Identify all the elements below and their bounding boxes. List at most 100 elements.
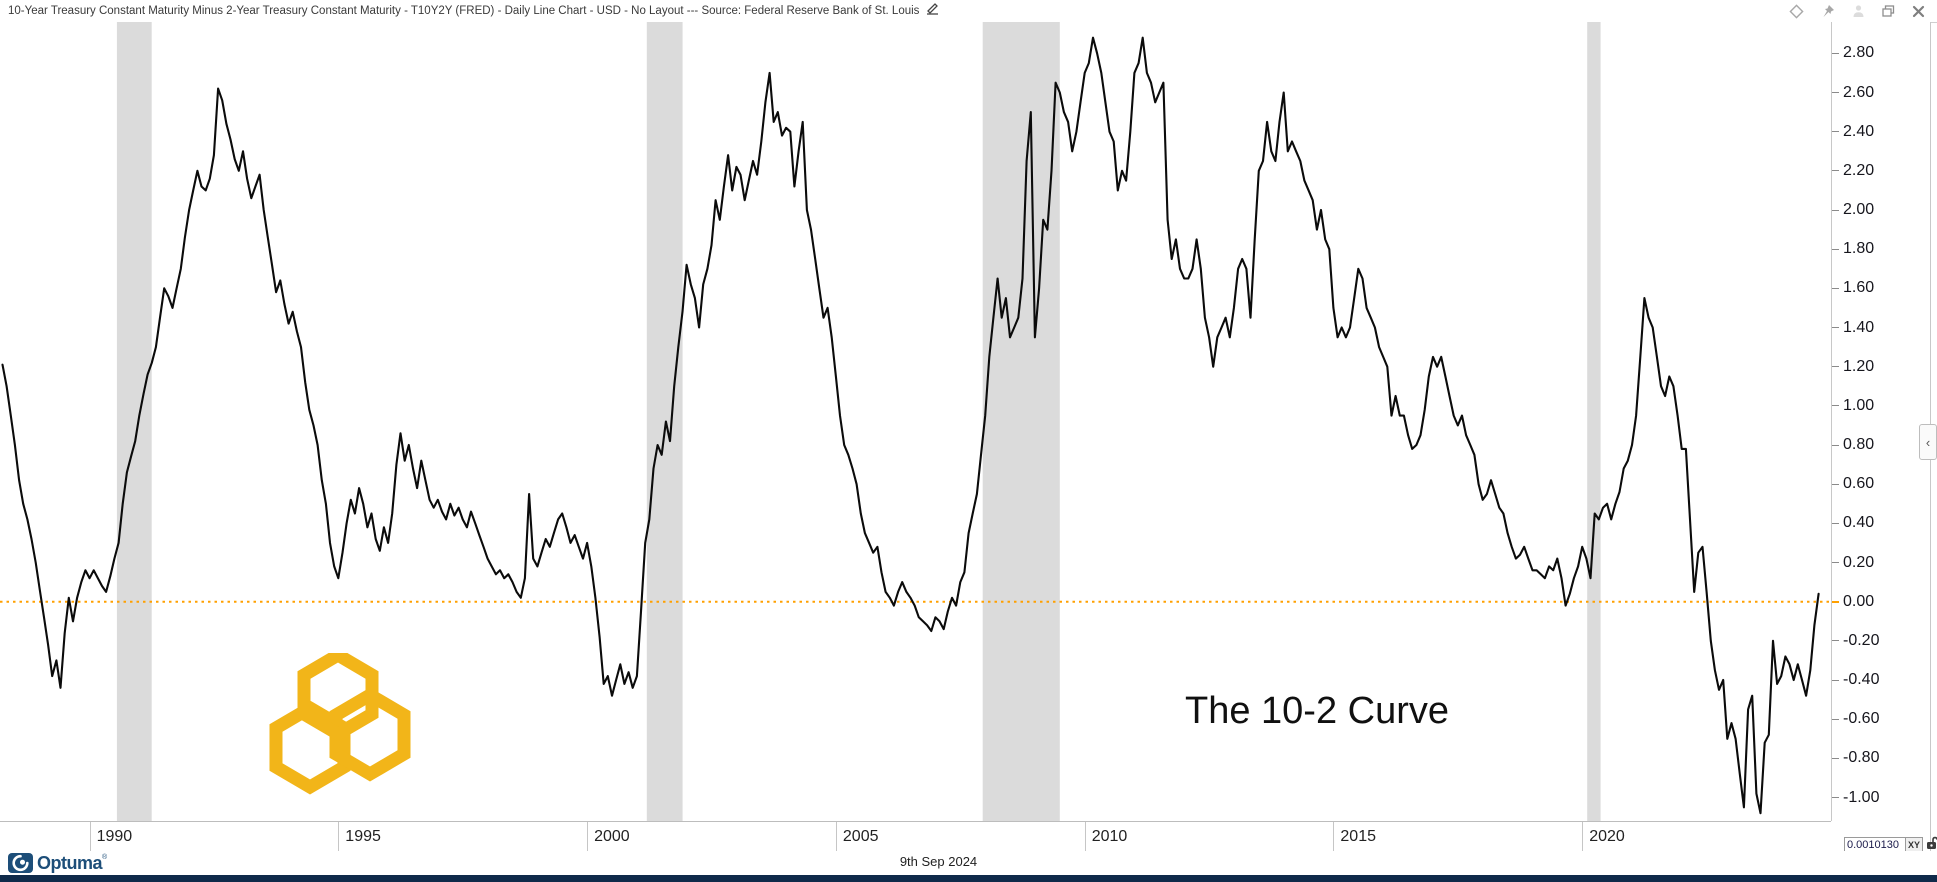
y-axis-label: -0.80 (1843, 749, 1880, 767)
y-tick-mark (1832, 209, 1839, 211)
y-axis-label: 0.60 (1843, 475, 1875, 493)
bottom-navy-bar (0, 875, 1937, 882)
y-axis-label: 2.80 (1843, 44, 1875, 62)
spread-line[interactable] (1, 36, 1820, 815)
x-axis-separator (89, 822, 91, 852)
chart-date: 9th Sep 2024 (899, 854, 978, 869)
y-axis-tick: 2.00 (1832, 201, 1874, 219)
y-tick-mark (1832, 483, 1839, 485)
y-tick-mark (1832, 600, 1839, 603)
restore-icon[interactable] (1881, 4, 1896, 18)
y-axis-label: 0.80 (1843, 436, 1875, 453)
y-tick-mark (1832, 170, 1839, 172)
y-axis-tick: 1.20 (1832, 358, 1874, 376)
optuma-logo-icon (8, 853, 33, 873)
y-axis-label: 1.00 (1843, 396, 1875, 414)
registered-mark: ® (102, 853, 108, 861)
optuma-logo: Optuma ® (8, 851, 107, 875)
hexagon-logo-watermark (266, 647, 416, 808)
y-axis-tick: 0.60 (1832, 475, 1874, 493)
x-axis-label: 2005 (842, 828, 879, 845)
y-tick-mark (1832, 287, 1839, 289)
y-axis-label: 2.00 (1843, 201, 1875, 218)
recession-band (646, 22, 683, 821)
y-tick-mark (1832, 797, 1839, 798)
recession-band (982, 22, 1060, 821)
y-tick-mark (1832, 718, 1839, 720)
x-axis-separator (835, 822, 837, 852)
y-tick-mark (1832, 522, 1839, 524)
x-axis-separator (587, 822, 589, 852)
user-icon[interactable] (1852, 4, 1865, 18)
y-axis-label: -0.40 (1843, 671, 1880, 688)
edit-title-icon[interactable] (925, 2, 940, 20)
titlebar-icon-group (1789, 0, 1925, 22)
y-tick-mark (1832, 131, 1839, 133)
y-tick-mark (1832, 248, 1839, 250)
y-axis-tick: -0.40 (1832, 671, 1879, 689)
panel-collapse-button[interactable]: ‹ (1919, 424, 1937, 460)
y-axis-label: -0.20 (1843, 631, 1880, 649)
x-axis-separator (1582, 822, 1584, 852)
y-axis-label: 0.40 (1843, 514, 1875, 532)
y-axis-label: 1.80 (1843, 240, 1875, 258)
y-axis-label: -1.00 (1843, 788, 1880, 806)
y-axis-price-scale[interactable]: 2.80 2.60 2.40 2.20 2.00 1.80 1.60 1.40 1.20 1.00… (1831, 22, 1931, 821)
y-axis-tick: 2.60 (1832, 84, 1874, 102)
recession-band (1587, 22, 1601, 821)
y-axis-tick: 1.80 (1832, 240, 1874, 258)
y-axis-label: -0.60 (1843, 710, 1880, 728)
spread-line-chart[interactable] (0, 22, 1831, 821)
x-axis-label: 2000 (594, 828, 630, 845)
x-axis-separator (1333, 822, 1335, 852)
y-axis-tick: 1.00 (1832, 397, 1874, 415)
chart-title-bar: 10-Year Treasury Constant Maturity Minus… (0, 0, 1937, 23)
x-axis-label: 2010 (1091, 828, 1128, 845)
y-tick-mark (1832, 679, 1839, 681)
y-axis-tick: 1.60 (1832, 279, 1874, 297)
y-axis-tick: 2.80 (1832, 44, 1874, 62)
y-axis-label: 1.20 (1843, 357, 1875, 375)
text-annotation[interactable]: The 10-2 Curve (1185, 690, 1450, 732)
y-axis-tick: -0.60 (1832, 710, 1879, 728)
y-axis-tick: 0.40 (1832, 514, 1874, 532)
y-axis-tick: 0.20 (1832, 554, 1874, 572)
footer-bar: 9th Sep 2024 Optuma ® (0, 851, 1937, 875)
y-axis-tick: -1.00 (1832, 789, 1879, 807)
y-axis-tick: 2.20 (1832, 162, 1874, 180)
y-axis-tick: 0.00 (1832, 593, 1874, 611)
y-tick-mark (1832, 92, 1839, 93)
diamond-icon[interactable] (1789, 3, 1804, 19)
y-axis-tick: -0.80 (1832, 749, 1879, 767)
y-axis-label: 1.40 (1843, 318, 1875, 336)
y-tick-mark (1832, 562, 1839, 563)
x-axis-separator (338, 822, 340, 852)
y-axis-tick: 1.40 (1832, 319, 1874, 337)
close-icon[interactable] (1912, 5, 1925, 18)
y-axis-label: 2.20 (1843, 161, 1875, 179)
y-axis-tick: -0.20 (1832, 632, 1879, 650)
y-axis-label: 2.40 (1843, 122, 1875, 140)
y-tick-mark (1832, 405, 1839, 407)
x-axis-label: 1995 (345, 828, 381, 845)
y-tick-mark (1832, 366, 1839, 368)
y-axis-label: 0.00 (1843, 592, 1875, 610)
y-axis-label: 1.60 (1843, 279, 1875, 297)
y-tick-mark (1832, 327, 1839, 328)
chart-title: 10-Year Treasury Constant Maturity Minus… (8, 5, 920, 17)
y-tick-mark (1832, 640, 1839, 642)
x-axis-label: 1990 (96, 828, 133, 845)
x-axis-separator (1084, 822, 1086, 852)
x-axis-label: 2020 (1589, 828, 1625, 845)
y-axis-tick: 0.80 (1832, 436, 1874, 454)
y-axis-tick: 2.40 (1832, 123, 1874, 141)
optuma-logo-text: Optuma (37, 852, 103, 873)
pin-icon[interactable] (1820, 4, 1836, 19)
recession-band (116, 22, 152, 821)
y-axis-label: 0.20 (1843, 553, 1875, 571)
scale-value-input[interactable]: 0.0010130 (1844, 837, 1906, 854)
y-axis-label: 2.60 (1843, 83, 1875, 101)
y-tick-mark (1832, 757, 1839, 759)
x-axis-time-scale[interactable]: 1990 1995 2000 2005 2010 2015 2020 (0, 821, 1831, 853)
